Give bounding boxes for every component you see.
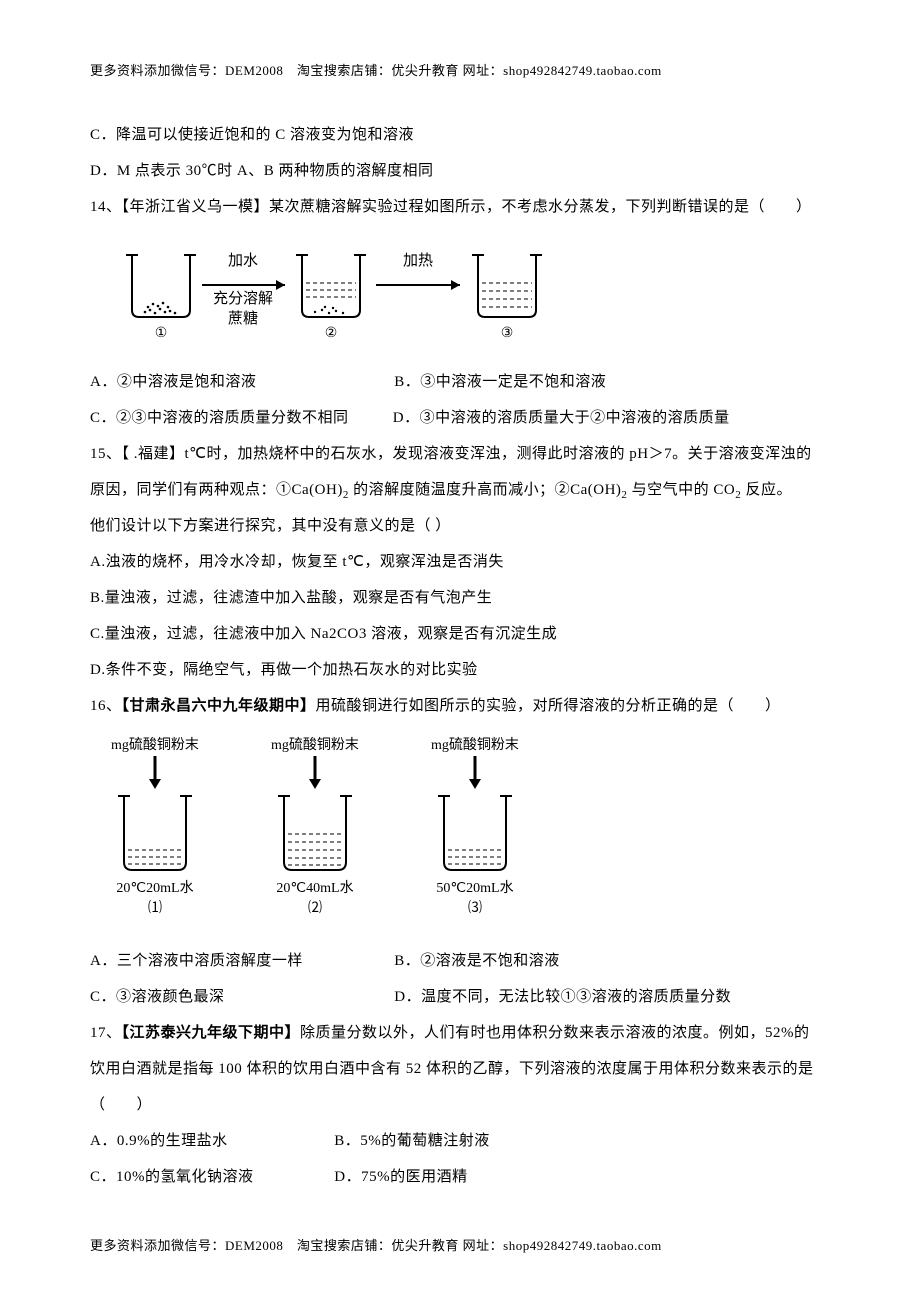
beaker-2-icon	[296, 255, 366, 317]
beaker-3-icon	[472, 255, 542, 317]
q14-opt-d: D．③中溶液的溶质质量大于②中溶液的溶质质量	[393, 400, 730, 436]
q16-bold: 【甘肃永昌六中九年级期中】	[122, 698, 316, 714]
q16-top3: mg硫酸铜粉末	[431, 737, 519, 753]
down-arrow-2-icon	[309, 756, 321, 789]
q14-opt-a: A．②中溶液是饱和溶液	[90, 364, 350, 400]
q16-post: 用硫酸铜进行如图所示的实验，对所得溶液的分析正确的是（ ）	[316, 698, 781, 714]
q15b-mid: 的溶解度随温度升高而减小；②Ca(OH)	[349, 482, 622, 498]
q16-options-row1: A．三个溶液中溶质溶解度一样 B．②溶液是不饱和溶液	[90, 943, 830, 979]
arrow2-top-label: 加热	[403, 252, 433, 269]
q17-opt-c: C．10%的氢氧化钠溶液	[90, 1159, 290, 1195]
q17-pre: 17、	[90, 1025, 122, 1041]
q17-opt-d: D．75%的医用酒精	[334, 1159, 467, 1195]
q14-stem: 14、【年浙江省义乌一模】某次蔗糖溶解实验过程如图所示，不考虑水分蒸发，下列判断…	[90, 189, 830, 225]
q15-opt-c: C.量浊液，过滤，往滤液中加入 Na2CO3 溶液，观察是否有沉淀生成	[90, 616, 830, 652]
q16-cap2: 20℃40mL水	[276, 880, 353, 896]
q15-opt-a: A.浊液的烧杯，用冷水冷却，恢复至 t℃，观察浑浊是否消失	[90, 544, 830, 580]
q15b-mid2: 与空气中的 CO	[627, 482, 735, 498]
q15-line1: 15、【 .福建】t℃时，加热烧杯中的石灰水，发现溶液变浑浊，测得此时溶液的 p…	[90, 436, 830, 472]
q17-options-row1: A．0.9%的生理盐水 B．5%的葡萄糖注射液	[90, 1123, 830, 1159]
q16-opt-d: D．温度不同，无法比较①③溶液的溶质质量分数	[394, 979, 731, 1015]
q17-line3: （ ）	[90, 1087, 830, 1123]
q16-n2: ⑵	[308, 900, 322, 916]
q14-diagram: ① 加水 充分溶解 蔗糖	[90, 235, 830, 350]
q14-opt-b: B．③中溶液一定是不饱和溶液	[394, 364, 606, 400]
q17-opt-b: B．5%的葡萄糖注射液	[334, 1123, 490, 1159]
q16-top2: mg硫酸铜粉末	[271, 737, 359, 753]
beaker-16-2-icon	[278, 796, 352, 870]
arrow1-bot2-label: 蔗糖	[228, 310, 258, 327]
arrow-1-icon	[202, 280, 285, 290]
q16-n1: ⑴	[148, 900, 162, 916]
q17-options-row2: C．10%的氢氧化钠溶液 D．75%的医用酒精	[90, 1159, 830, 1195]
page-footer: 更多资料添加微信号：DEM2008 淘宝搜索店铺：优尖升教育 网址：shop49…	[90, 1235, 830, 1254]
q16-opt-b: B．②溶液是不饱和溶液	[394, 943, 560, 979]
q17-line2: 饮用白酒就是指每 100 体积的饮用白酒中含有 52 体积的乙醇，下列溶液的浓度…	[90, 1051, 830, 1087]
q16-cap3: 50℃20mL水	[436, 880, 513, 896]
beaker-1-icon	[126, 255, 196, 317]
q17-line1: 17、【江苏泰兴九年级下期中】除质量分数以外，人们有时也用体积分数来表示溶液的浓…	[90, 1015, 830, 1051]
q16-opt-c: C．③溶液颜色最深	[90, 979, 350, 1015]
page: 更多资料添加微信号：DEM2008 淘宝搜索店铺：优尖升教育 网址：shop49…	[0, 0, 920, 1304]
label-1: ①	[155, 326, 168, 341]
q16-cap1: 20℃20mL水	[116, 880, 193, 896]
q15-opt-d: D.条件不变，隔绝空气，再做一个加热石灰水的对比实验	[90, 652, 830, 688]
q15-line2: 原因，同学们有两种观点：①Ca(OH)2 的溶解度随温度升高而减小；②Ca(OH…	[90, 472, 830, 508]
page-header: 更多资料添加微信号：DEM2008 淘宝搜索店铺：优尖升教育 网址：shop49…	[90, 60, 830, 79]
q15-line3: 他们设计以下方案进行探究，其中没有意义的是（ ）	[90, 508, 830, 544]
q16-top1: mg硫酸铜粉末	[111, 737, 199, 753]
label-3: ③	[501, 326, 514, 341]
q16-stem: 16、【甘肃永昌六中九年级期中】用硫酸铜进行如图所示的实验，对所得溶液的分析正确…	[90, 688, 830, 724]
arrow-2-icon	[376, 280, 460, 290]
q17-opt-a: A．0.9%的生理盐水	[90, 1123, 290, 1159]
q16-n3: ⑶	[468, 900, 482, 916]
label-2: ②	[325, 326, 338, 341]
q16-diagram: mg硫酸铜粉末 20℃20mL水 ⑴ mg硫酸铜粉末	[90, 734, 830, 929]
q14-opt-c: C．②③中溶液的溶质质量分数不相同	[90, 400, 349, 436]
q16-pre: 16、	[90, 698, 122, 714]
down-arrow-1-icon	[149, 756, 161, 789]
q15b-post: 反应。	[741, 482, 792, 498]
q14-options-row1: A．②中溶液是饱和溶液 B．③中溶液一定是不饱和溶液	[90, 364, 830, 400]
arrow1-top-label: 加水	[228, 252, 258, 269]
q16-opt-a: A．三个溶液中溶质溶解度一样	[90, 943, 350, 979]
option-c: C．降温可以使接近饱和的 C 溶液变为饱和溶液	[90, 117, 830, 153]
q15-opt-b: B.量浊液，过滤，往滤渣中加入盐酸，观察是否有气泡产生	[90, 580, 830, 616]
q15b-pre: 原因，同学们有两种观点：①Ca(OH)	[90, 482, 343, 498]
beaker-16-3-icon	[438, 796, 512, 870]
beaker-16-1-icon	[118, 796, 192, 870]
q17-post: 除质量分数以外，人们有时也用体积分数来表示溶液的浓度。例如，52%的	[300, 1025, 810, 1041]
option-d: D．M 点表示 30℃时 A、B 两种物质的溶解度相同	[90, 153, 830, 189]
q14-options-row2: C．②③中溶液的溶质质量分数不相同 D．③中溶液的溶质质量大于②中溶液的溶质质量	[90, 400, 830, 436]
down-arrow-3-icon	[469, 756, 481, 789]
q16-options-row2: C．③溶液颜色最深 D．温度不同，无法比较①③溶液的溶质质量分数	[90, 979, 830, 1015]
q17-bold: 【江苏泰兴九年级下期中】	[122, 1025, 301, 1041]
arrow1-bot1-label: 充分溶解	[213, 290, 273, 307]
